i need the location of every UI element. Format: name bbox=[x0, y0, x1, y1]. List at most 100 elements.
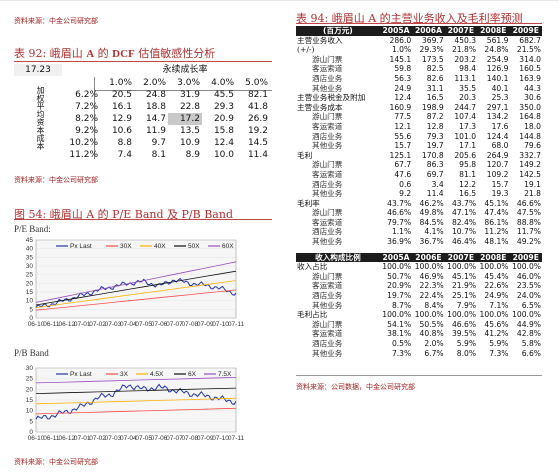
table-row: 其他业务 9.2 11.4 16.5 19.3 21.8 bbox=[296, 189, 542, 199]
pb-band-chart: 05101520253006-1006-1106-1207-0107-0207-… bbox=[26, 365, 244, 442]
value-cell: 84.5% bbox=[419, 217, 444, 227]
dcf-cell: 10.6 bbox=[111, 126, 132, 136]
value-cell: 125.1 bbox=[389, 150, 412, 160]
value-cell: 49.8% bbox=[419, 208, 444, 218]
value-cell: 4.1% bbox=[424, 227, 444, 237]
value-cell: 17.1 bbox=[459, 141, 477, 151]
table-row: 酒店业务 1.1% 4.1% 10.7% 11.2% 11.7% bbox=[296, 227, 542, 237]
forecast-header-cell: 2009E bbox=[509, 26, 542, 36]
forecast-table: (百万元) 2005A 2006A 2007E 2008E 2009E 主营业务… bbox=[296, 26, 542, 358]
value-cell: 54.1% bbox=[387, 319, 412, 329]
value-cell: 31.1 bbox=[426, 83, 444, 93]
dcf-cell: 19.2 bbox=[247, 126, 268, 136]
value-cell: 11.2% bbox=[484, 227, 509, 237]
row-label: 游山门票 bbox=[312, 160, 343, 170]
x-tick-label: 07-11 bbox=[228, 321, 244, 328]
dcf-cell: 12.9 bbox=[111, 114, 132, 124]
composition-header-cell: 2006E bbox=[412, 252, 445, 263]
value-cell: 22.3% bbox=[419, 281, 444, 291]
dcf-caption-a: A bbox=[86, 48, 95, 60]
value-cell: 1.0% bbox=[391, 45, 412, 55]
value-cell: 45.1% bbox=[451, 271, 477, 281]
value-cell: 11.4 bbox=[426, 189, 444, 199]
value-cell: 79.7% bbox=[387, 217, 412, 227]
row-label: 游山门票 bbox=[312, 54, 343, 64]
value-cell: 100.0% bbox=[414, 310, 444, 320]
table-row: 主营业务税金及附加 12.4 16.5 20.3 25.3 30.6 bbox=[296, 93, 542, 103]
value-cell: 35.5 bbox=[459, 83, 477, 93]
value-cell: 36.7% bbox=[419, 237, 444, 247]
value-cell: 43.7% bbox=[387, 198, 412, 208]
value-cell: 297.1 bbox=[486, 102, 509, 112]
y-tick-label: 15 bbox=[26, 397, 34, 404]
forecast-header-cell: 2006A bbox=[412, 26, 445, 36]
value-cell: 86.1% bbox=[484, 217, 509, 227]
value-cell: 7.1% bbox=[489, 300, 509, 310]
pb-band-label: P/B Band bbox=[14, 348, 49, 358]
dcf-body: 6.2% 20.5 24.8 31.9 45.5 82.1 7.2% 16.1 18.8 22.8… bbox=[66, 89, 270, 161]
table-row: 酒店业务 56.3 82.6 113.1 140.1 163.9 bbox=[296, 74, 542, 84]
value-cell: 42.8% bbox=[516, 329, 541, 339]
value-cell: 160.5 bbox=[519, 64, 541, 74]
plot-area bbox=[35, 239, 237, 319]
x-tick-label: 07-07 bbox=[166, 321, 183, 328]
value-cell: 164.8 bbox=[519, 112, 541, 122]
dcf-column-rule bbox=[94, 77, 95, 159]
table-row: 收入占比 100.0% 100.0% 100.0% 100.0% 100.0% bbox=[296, 262, 542, 272]
table-row: 毛利占比 100.0% 100.0% 100.0% 100.0% 100.0% bbox=[296, 310, 542, 320]
x-tick-label: 07-01 bbox=[74, 435, 91, 442]
row-label: 其他业务 bbox=[312, 83, 343, 93]
value-cell: 100.0% bbox=[447, 262, 477, 272]
value-cell: 8.4% bbox=[424, 300, 444, 310]
value-cell: 11.7% bbox=[516, 227, 541, 237]
row-label: 酒店业务 bbox=[312, 339, 343, 348]
composition-header-cell: 2009E bbox=[509, 252, 542, 263]
value-cell: 82.5 bbox=[426, 64, 444, 74]
value-cell: 8.0% bbox=[456, 348, 477, 358]
x-tick-label: 07-10 bbox=[212, 321, 229, 328]
dcf-cell: 15.8 bbox=[213, 126, 234, 136]
value-cell: 332.7 bbox=[519, 150, 541, 160]
row-label: 客运索道 bbox=[312, 281, 343, 291]
value-cell: 15.7 bbox=[491, 179, 509, 189]
value-cell: 100.0% bbox=[479, 262, 509, 272]
value-cell: 46.6% bbox=[387, 208, 412, 218]
x-tick-label: 07-01 bbox=[74, 321, 91, 328]
dcf-col-header: 5.0% bbox=[245, 78, 268, 88]
dcf-cell: 14.7 bbox=[145, 114, 166, 124]
series-line-1 bbox=[35, 407, 237, 415]
forecast-header-cell: 2007E bbox=[444, 26, 478, 36]
value-cell: 145.1 bbox=[389, 54, 412, 64]
value-cell: 254.9 bbox=[486, 54, 509, 64]
dcf-side-header: 加权平均资本成本 bbox=[36, 86, 45, 150]
table-row: 其他业务 36.9% 36.7% 46.4% 48.1% 49.2% bbox=[296, 237, 542, 247]
value-cell: 8.7% bbox=[391, 300, 412, 310]
value-cell: 46.2% bbox=[419, 198, 444, 208]
composition-header-cell: 2007E bbox=[444, 252, 478, 263]
dcf-sensitivity-table: 17.23 永续成长率 加权平均资本成本 1.0% 2.0% 3.0% 4.0%… bbox=[14, 64, 272, 161]
dcf-cell: 7.4 bbox=[117, 150, 132, 160]
value-cell: 86.3 bbox=[426, 160, 444, 170]
forecast-body: 主营业务收入 286.0 369.7 450.3 561.9 682.7 (+/-) 1.0%… bbox=[296, 36, 542, 247]
value-cell: 203.2 bbox=[454, 54, 477, 64]
value-cell: 350.0 bbox=[519, 102, 541, 112]
row-label: 酒店业务 bbox=[312, 73, 343, 83]
value-cell: 173.5 bbox=[421, 54, 444, 64]
value-cell: 264.9 bbox=[486, 150, 509, 160]
value-cell: 12.8 bbox=[426, 121, 444, 131]
table-row: 其他业务 7.3% 6.7% 8.0% 7.3% 6.6% bbox=[296, 349, 542, 359]
row-label: 客运索道 bbox=[312, 64, 343, 74]
value-cell: 47.6 bbox=[394, 169, 412, 179]
value-cell: 100.0% bbox=[382, 262, 412, 272]
row-label: 客运索道 bbox=[312, 169, 343, 179]
dcf-cell: 12.4 bbox=[213, 138, 234, 148]
value-cell: 47.4% bbox=[484, 208, 509, 218]
value-cell: 21.9% bbox=[451, 281, 477, 291]
value-cell: 95.8 bbox=[459, 160, 477, 170]
value-cell: 6.5% bbox=[521, 300, 541, 310]
dcf-col-header: 2.0% bbox=[143, 78, 166, 88]
value-cell: 682.7 bbox=[519, 35, 541, 45]
dcf-row: 7.2% 16.1 18.8 22.8 29.3 41.8 bbox=[66, 101, 270, 113]
value-cell: 19.7% bbox=[387, 291, 412, 301]
y-tick-label: 30 bbox=[26, 263, 34, 270]
